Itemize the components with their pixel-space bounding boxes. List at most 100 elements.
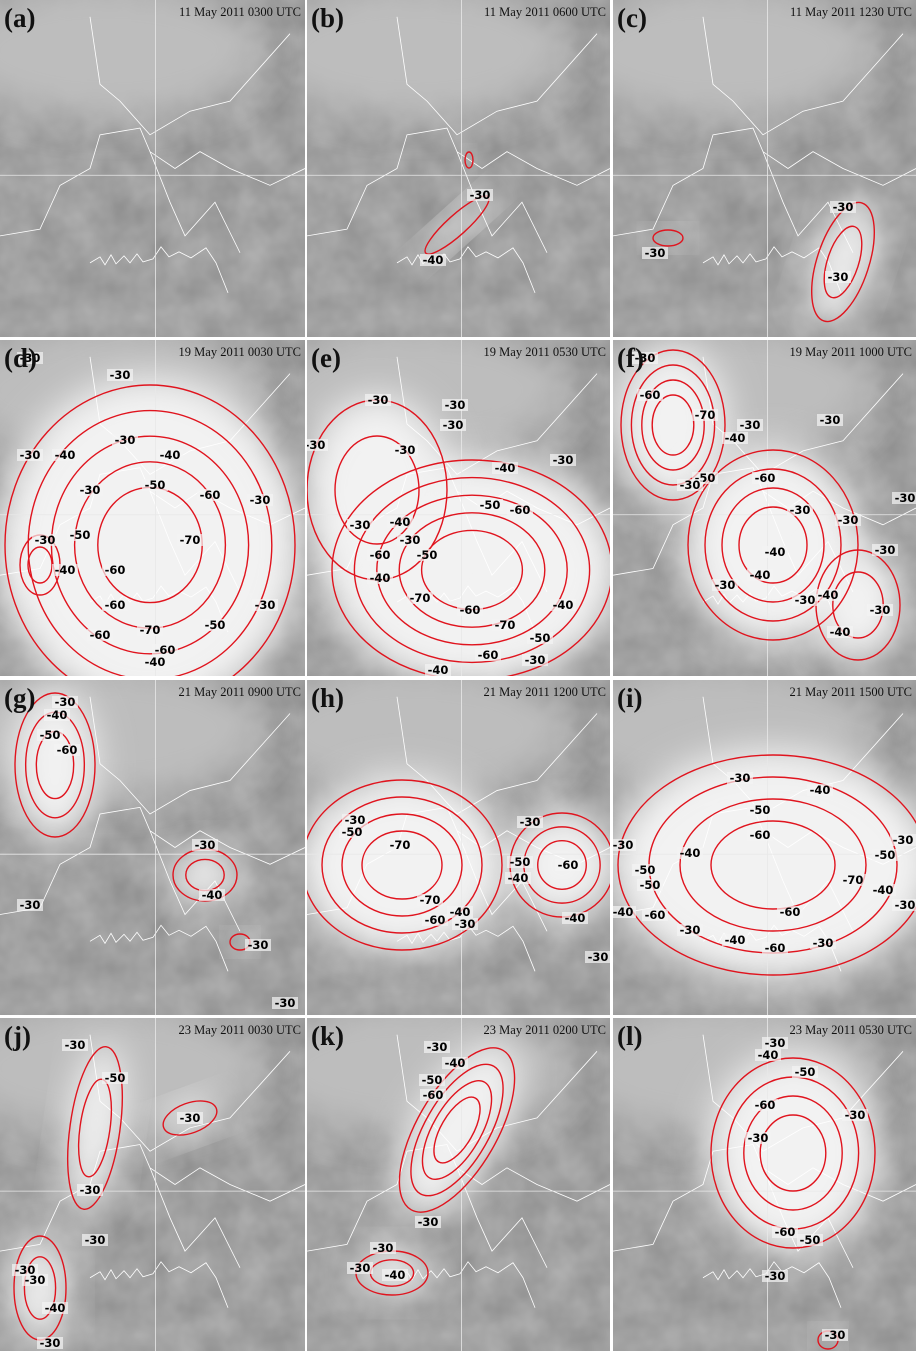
- timestamp: 19 May 2011 0030 UTC: [179, 345, 301, 359]
- panel-letter: (k): [311, 1021, 344, 1051]
- contour-label: -50: [422, 1073, 443, 1087]
- figure: (a) 11 May 2011 0300 UTC -30 -40 (b) 11 May 2…: [0, 0, 916, 1351]
- contour-label: -30: [795, 593, 816, 607]
- contour-label: -30: [180, 1111, 201, 1125]
- contour-label: -60: [57, 743, 78, 757]
- contour-label: -60: [460, 603, 481, 617]
- contour-label: -60: [765, 941, 786, 955]
- panel-image: -30-30-30: [568, 0, 916, 337]
- contour-label: -30: [20, 448, 41, 462]
- panel: -30-30-30-30-40-40-30-50-60-30-30-50-70-…: [0, 323, 305, 713]
- contour-label: -30: [790, 503, 811, 517]
- contour-label: -50: [480, 498, 501, 512]
- contour-label: -40: [45, 1301, 66, 1315]
- contour-label: -70: [410, 591, 431, 605]
- contour-label: -40: [765, 545, 786, 559]
- contour-label: -50: [510, 855, 531, 869]
- panel: -30-40-50-60-40-30-50-50-30-70-40-50-30-…: [568, 663, 916, 1015]
- contour-label: -40: [145, 655, 166, 669]
- timestamp: 21 May 2011 1200 UTC: [484, 685, 606, 699]
- contour-label: -60: [755, 1098, 776, 1112]
- panel-image: -30-40-50-60-30-40-30-30-30: [0, 663, 305, 1015]
- contour-label: -40: [508, 871, 529, 885]
- contour-label: -60: [640, 388, 661, 402]
- panel-image: -30-30-30-30-30-30-40-50-60-30-40-30-60-…: [262, 323, 619, 685]
- contour-label: -50: [795, 1065, 816, 1079]
- contour-label: -40: [202, 888, 223, 902]
- contour-label: -60: [200, 488, 221, 502]
- panel-letter: (g): [4, 683, 35, 713]
- contour-label: -50: [70, 528, 91, 542]
- contour-label: -60: [90, 628, 111, 642]
- timestamp: 23 May 2011 0530 UTC: [790, 1023, 912, 1037]
- panel-image: -30-30-30-30-40-40-30-50-60-30-30-50-70-…: [0, 323, 305, 713]
- contour-label: -50: [342, 825, 363, 839]
- panel: -30-40-50-60-30-30-30-40(k)23 May 2011 0…: [262, 1001, 610, 1351]
- contour-label: -30: [400, 533, 421, 547]
- panel-letter: (e): [311, 343, 341, 373]
- timestamp: 11 May 2011 0300 UTC: [179, 5, 301, 19]
- contour-label: -60: [780, 905, 801, 919]
- contour-label: -60: [510, 503, 531, 517]
- contour-label: -30: [470, 188, 491, 202]
- contour-label: -60: [425, 913, 446, 927]
- contour-label: -30: [373, 1241, 394, 1255]
- contour-label: -30: [838, 513, 859, 527]
- panel-letter: (d): [4, 343, 37, 373]
- timestamp: 19 May 2011 1000 UTC: [790, 345, 912, 359]
- contour-label: -30: [748, 1131, 769, 1145]
- contour-label: -30: [813, 936, 834, 950]
- contour-label: -30: [350, 518, 371, 532]
- contour-label: -60: [478, 648, 499, 662]
- panel-image: -30-40-50-60-30-30-60-50-30-30: [568, 1001, 916, 1351]
- panel-letter: (a): [4, 3, 35, 33]
- contour-label: -50: [750, 803, 771, 817]
- timestamp: 21 May 2011 1500 UTC: [790, 685, 912, 699]
- panel: -30-40-50-60-30-40-30-30-30(g)21 May 201…: [0, 663, 305, 1015]
- contour-label: -60: [558, 858, 579, 872]
- contour-label: -40: [385, 1268, 406, 1282]
- contour-label: -30: [350, 1261, 371, 1275]
- contour-label: -50: [635, 863, 656, 877]
- contour-label: -60: [423, 1088, 444, 1102]
- contour-label: -70: [180, 533, 201, 547]
- contour-label: -60: [755, 471, 776, 485]
- contour-label: -30: [80, 1183, 101, 1197]
- contour-label: -30: [525, 653, 546, 667]
- contour-label: -30: [825, 1328, 846, 1342]
- contour-label: -30: [35, 533, 56, 547]
- contour-label: -30: [40, 1336, 61, 1350]
- contour-label: -30: [195, 838, 216, 852]
- contour-label: -40: [55, 563, 76, 577]
- contour-label: -30: [645, 246, 666, 260]
- contour-label: -40: [750, 568, 771, 582]
- contour-label: -30: [25, 1273, 46, 1287]
- contour-label: -30: [275, 996, 296, 1010]
- contour-label: -50: [640, 878, 661, 892]
- contour-label: -50: [205, 618, 226, 632]
- timestamp: 21 May 2011 0900 UTC: [179, 685, 301, 699]
- panel: -30-30-30(c)11 May 2011 1230 UTC: [568, 0, 916, 337]
- contour-label: -30: [765, 1269, 786, 1283]
- contour-label: -30: [248, 938, 269, 952]
- contour-label: -50: [145, 478, 166, 492]
- contour-label: -70: [390, 838, 411, 852]
- contour-label: -30: [895, 898, 916, 912]
- contour-label: -40: [873, 883, 894, 897]
- page: {"panels": [ {"letter": "(a)", "time": "…: [0, 0, 916, 1351]
- panel: -30-30-30-30-30-30-40-50-60-30-40-30-60-…: [262, 323, 619, 685]
- panel-image: -30-40-50-60-40-30-50-50-30-70-40-50-30-…: [568, 663, 916, 1015]
- timestamp: 11 May 2011 1230 UTC: [790, 5, 912, 19]
- contour-label: -30: [833, 200, 854, 214]
- contour-label: -40: [830, 625, 851, 639]
- panel: -30-40-50-60-30-30-60-50-30-30(l)23 May …: [568, 1001, 916, 1351]
- panel-letter: (b): [311, 3, 344, 33]
- contour-label: -40: [758, 1048, 779, 1062]
- contour-label: -70: [495, 618, 516, 632]
- contour-label: -30: [20, 898, 41, 912]
- contour-label: -30: [870, 603, 891, 617]
- contour-label: -40: [495, 461, 516, 475]
- contour-label: -30: [368, 393, 389, 407]
- panel-image: -30-40-50-60-30-30-30-40: [262, 1001, 610, 1351]
- panel-letter: (i): [617, 683, 642, 713]
